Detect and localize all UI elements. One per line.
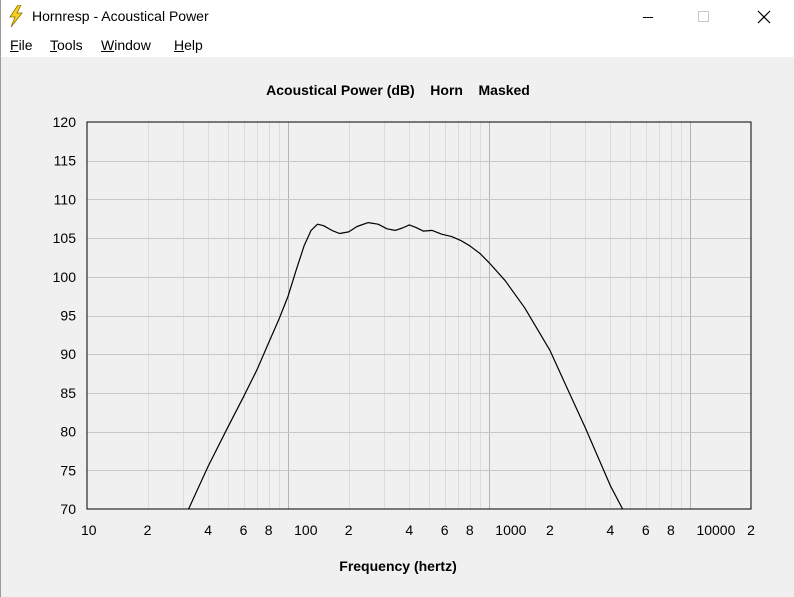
x-tick-label: 6 [240,522,248,538]
y-tick-label: 85 [60,385,76,401]
x-tick-label: 10 [81,522,97,538]
menu-file[interactable]: File [10,37,33,53]
plot-frame [86,121,752,510]
x-tick-label: 10000 [696,522,735,538]
y-tick-label: 115 [54,153,77,169]
x-axis-label: Frequency (hertz) [339,558,456,574]
y-tick-label: 75 [60,462,76,478]
close-button[interactable] [741,0,787,33]
x-tick-label: 6 [642,522,650,538]
menu-help-label: elp [184,37,203,53]
y-tick-label: 90 [60,346,76,362]
x-tick-label: 6 [441,522,449,538]
chart-area: Acoustical Power (dB) Horn Masked 70 75 80… [1,57,794,597]
chart-grid [87,122,751,509]
menu-file-label: ile [18,37,33,53]
x-tick-label: 8 [667,522,675,538]
maximize-icon [698,10,709,22]
x-tick-label: 4 [405,522,413,538]
y-tick-label: 100 [53,269,77,285]
chart-title: Acoustical Power (dB) Horn Masked [266,82,530,98]
x-tick-label: 2 [546,522,554,538]
x-tick-label: 100 [294,522,318,538]
lightning-bolt-icon [7,4,25,28]
x-tick-label: 8 [265,522,273,538]
menu-help-mnemonic: H [174,37,185,53]
x-tick-label: 8 [466,522,474,538]
menu-help[interactable]: Help [174,37,203,53]
x-tick-label: 1000 [495,522,526,538]
x-tick-label: 4 [607,522,615,538]
series-layer [188,222,624,510]
minimize-button[interactable] [625,0,671,33]
menu-window-label: indow [114,37,151,53]
window-title: Hornresp - Acoustical Power [32,8,209,24]
acoustical-power-series-line [188,222,624,510]
menu-file-mnemonic: F [10,37,19,53]
x-tick-label: 2 [345,522,353,538]
maximize-button[interactable] [681,0,727,33]
x-tick-label: 4 [204,522,212,538]
y-tick-label: 70 [60,501,76,517]
y-tick-label: 110 [54,191,77,207]
y-axis-ticks: 70 75 80 85 90 95 100 105 110 115 120 [53,114,77,517]
x-tick-label: 2 [747,522,755,538]
menu-tools-mnemonic: T [50,37,57,53]
title-bar[interactable]: Hornresp - Acoustical Power [1,0,794,33]
y-tick-label: 105 [53,230,77,246]
acoustical-power-chart: Acoustical Power (dB) Horn Masked 70 75 80… [53,82,755,574]
menu-tools-label: ools [57,37,83,53]
x-axis-ticks: 10 2 4 6 8 100 2 4 6 8 1000 2 4 6 8 10000 2 [81,522,755,538]
menu-bar: File Tools Window Help [1,33,794,57]
y-tick-label: 95 [60,308,76,324]
menu-tools[interactable]: Tools [50,37,83,53]
close-icon [757,10,771,23]
menu-window[interactable]: Window [101,37,151,53]
y-tick-label: 120 [53,114,77,130]
x-tick-label: 2 [144,522,152,538]
menu-window-mnemonic: W [101,37,115,53]
minimize-icon [643,16,653,18]
y-tick-label: 80 [60,424,76,440]
